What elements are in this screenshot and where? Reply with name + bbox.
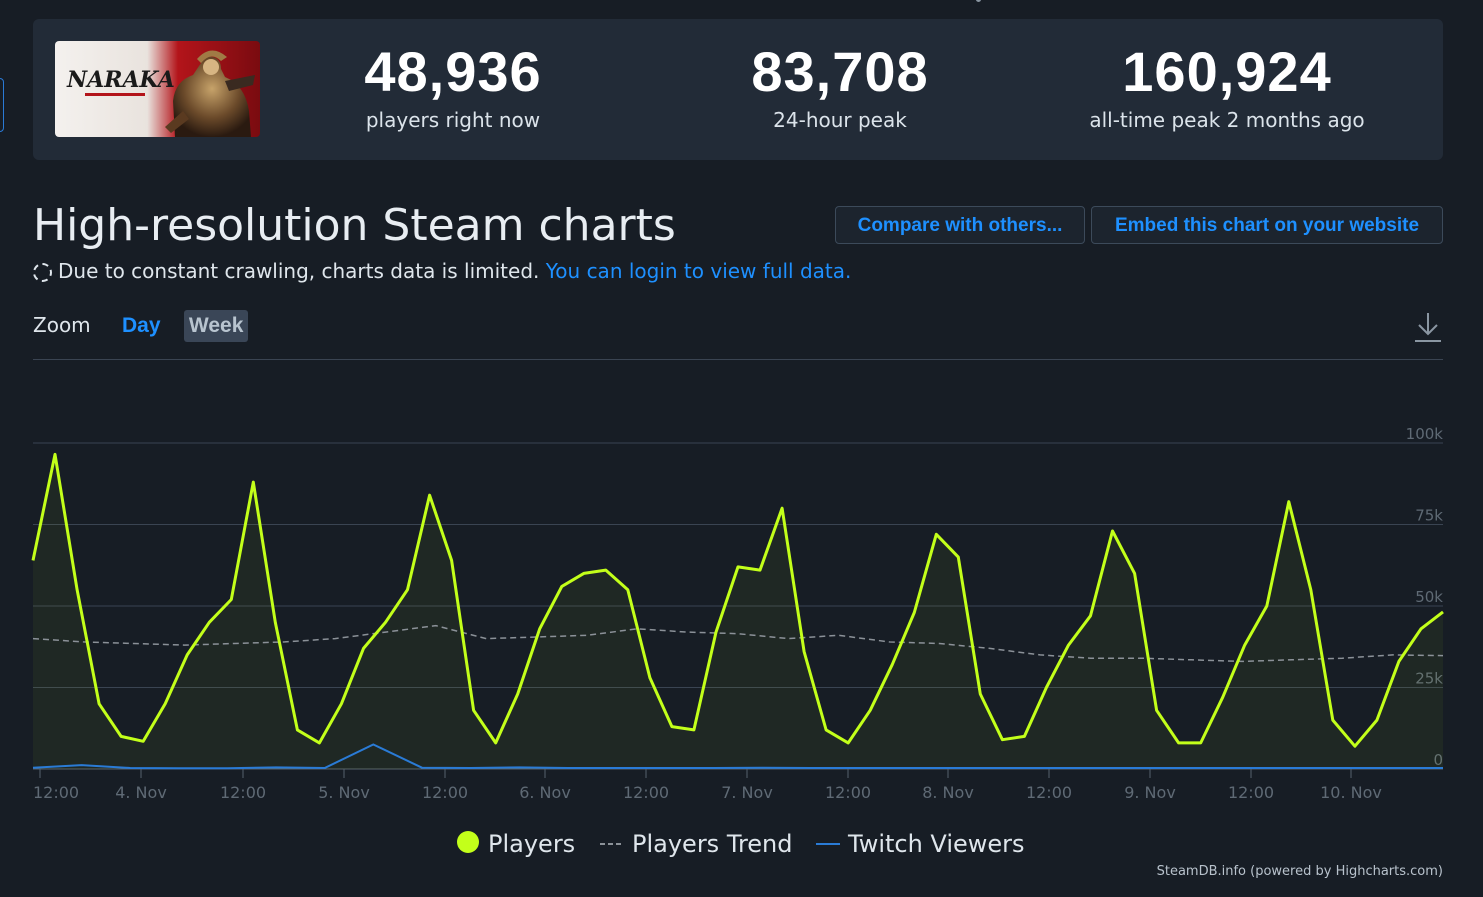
x-tick-label: 12:00: [1228, 783, 1274, 802]
peak-24h-label: 24-hour peak: [773, 108, 907, 132]
embed-chart-button[interactable]: Embed this chart on your website: [1091, 206, 1443, 244]
stat-24h-peak: 83,708 24-hour peak: [650, 39, 1030, 133]
current-players-value: 48,936: [364, 40, 542, 103]
x-tick-label: 12:00: [422, 783, 468, 802]
game-art-image: NARAKA: [55, 41, 260, 137]
zoom-label: Zoom: [33, 313, 91, 337]
x-axis-labels: 12:00 4. Nov 12:00 5. Nov 12:00 6. Nov 12:00 7.…: [33, 769, 1382, 802]
x-tick-label: 5. Nov: [318, 783, 370, 802]
legend-trend-label: Players Trend: [632, 830, 793, 858]
legend-players-marker: [457, 831, 479, 853]
data-limited-notice: Due to constant crawling, charts data is…: [33, 258, 851, 284]
y-tick-label: 75k: [1415, 507, 1443, 525]
x-tick-label: 10. Nov: [1320, 783, 1382, 802]
x-tick-label: 9. Nov: [1124, 783, 1176, 802]
stat-all-time-peak: 160,924 all-time peak 2 months ago: [1037, 39, 1417, 133]
peak-24h-value: 83,708: [751, 40, 929, 103]
y-tick-label: 50k: [1415, 588, 1443, 606]
legend-twitch-label: Twitch Viewers: [847, 830, 1025, 858]
x-tick-label: 4. Nov: [115, 783, 167, 802]
y-tick-label: 100k: [1406, 425, 1444, 443]
game-thumbnail[interactable]: NARAKA: [55, 41, 260, 137]
legend-players-label: Players: [488, 830, 575, 858]
x-tick-label: 12:00: [825, 783, 871, 802]
compare-button[interactable]: Compare with others...: [835, 206, 1085, 244]
top-dot: [976, 0, 981, 2]
notice-text: Due to constant crawling, charts data is…: [58, 259, 540, 283]
all-time-peak-value: 160,924: [1122, 40, 1332, 103]
x-tick-label: 6. Nov: [519, 783, 571, 802]
game-logo-text: NARAKA: [66, 67, 175, 93]
download-icon[interactable]: [1414, 310, 1442, 344]
zoom-day-button[interactable]: Day: [122, 314, 161, 337]
players-area: [33, 454, 1443, 769]
chart-legend: Players Players Trend Twitch Viewers: [457, 830, 1025, 858]
chart-top-divider: [33, 359, 1443, 360]
players-line: [31, 452, 1444, 748]
x-tick-label: 12:00: [623, 783, 669, 802]
x-tick-label: 12:00: [33, 783, 79, 802]
section-title: High-resolution Steam charts: [33, 200, 676, 251]
left-edge-tab[interactable]: [0, 78, 4, 132]
header-card: NARAKA 48,936 players right now 83,708 2…: [33, 19, 1443, 160]
zoom-week-button[interactable]: Week: [183, 310, 249, 342]
x-tick-label: 8. Nov: [922, 783, 974, 802]
login-link[interactable]: You can login to view full data.: [545, 259, 852, 283]
y-tick-label: 0: [1433, 751, 1443, 769]
y-tick-label: 25k: [1415, 670, 1443, 688]
twitch-viewers-line: [32, 743, 1443, 770]
x-tick-label: 7. Nov: [721, 783, 773, 802]
players-trend-line: [32, 624, 1444, 663]
current-players-label: players right now: [365, 108, 541, 132]
stat-current-players: 48,936 players right now: [263, 39, 643, 133]
chart-credits: SteamDB.info (powered by Highcharts.com): [1156, 864, 1443, 879]
x-tick-label: 12:00: [220, 783, 266, 802]
y-axis-labels: 0 25k 50k 75k 100k: [1406, 425, 1444, 769]
chart-series: [31, 452, 1444, 770]
loading-spinner-icon: [33, 263, 52, 282]
all-time-peak-label: all-time peak 2 months ago: [1089, 108, 1365, 132]
x-tick-label: 12:00: [1026, 783, 1072, 802]
zoom-controls: Zoom Day Week: [33, 309, 249, 342]
